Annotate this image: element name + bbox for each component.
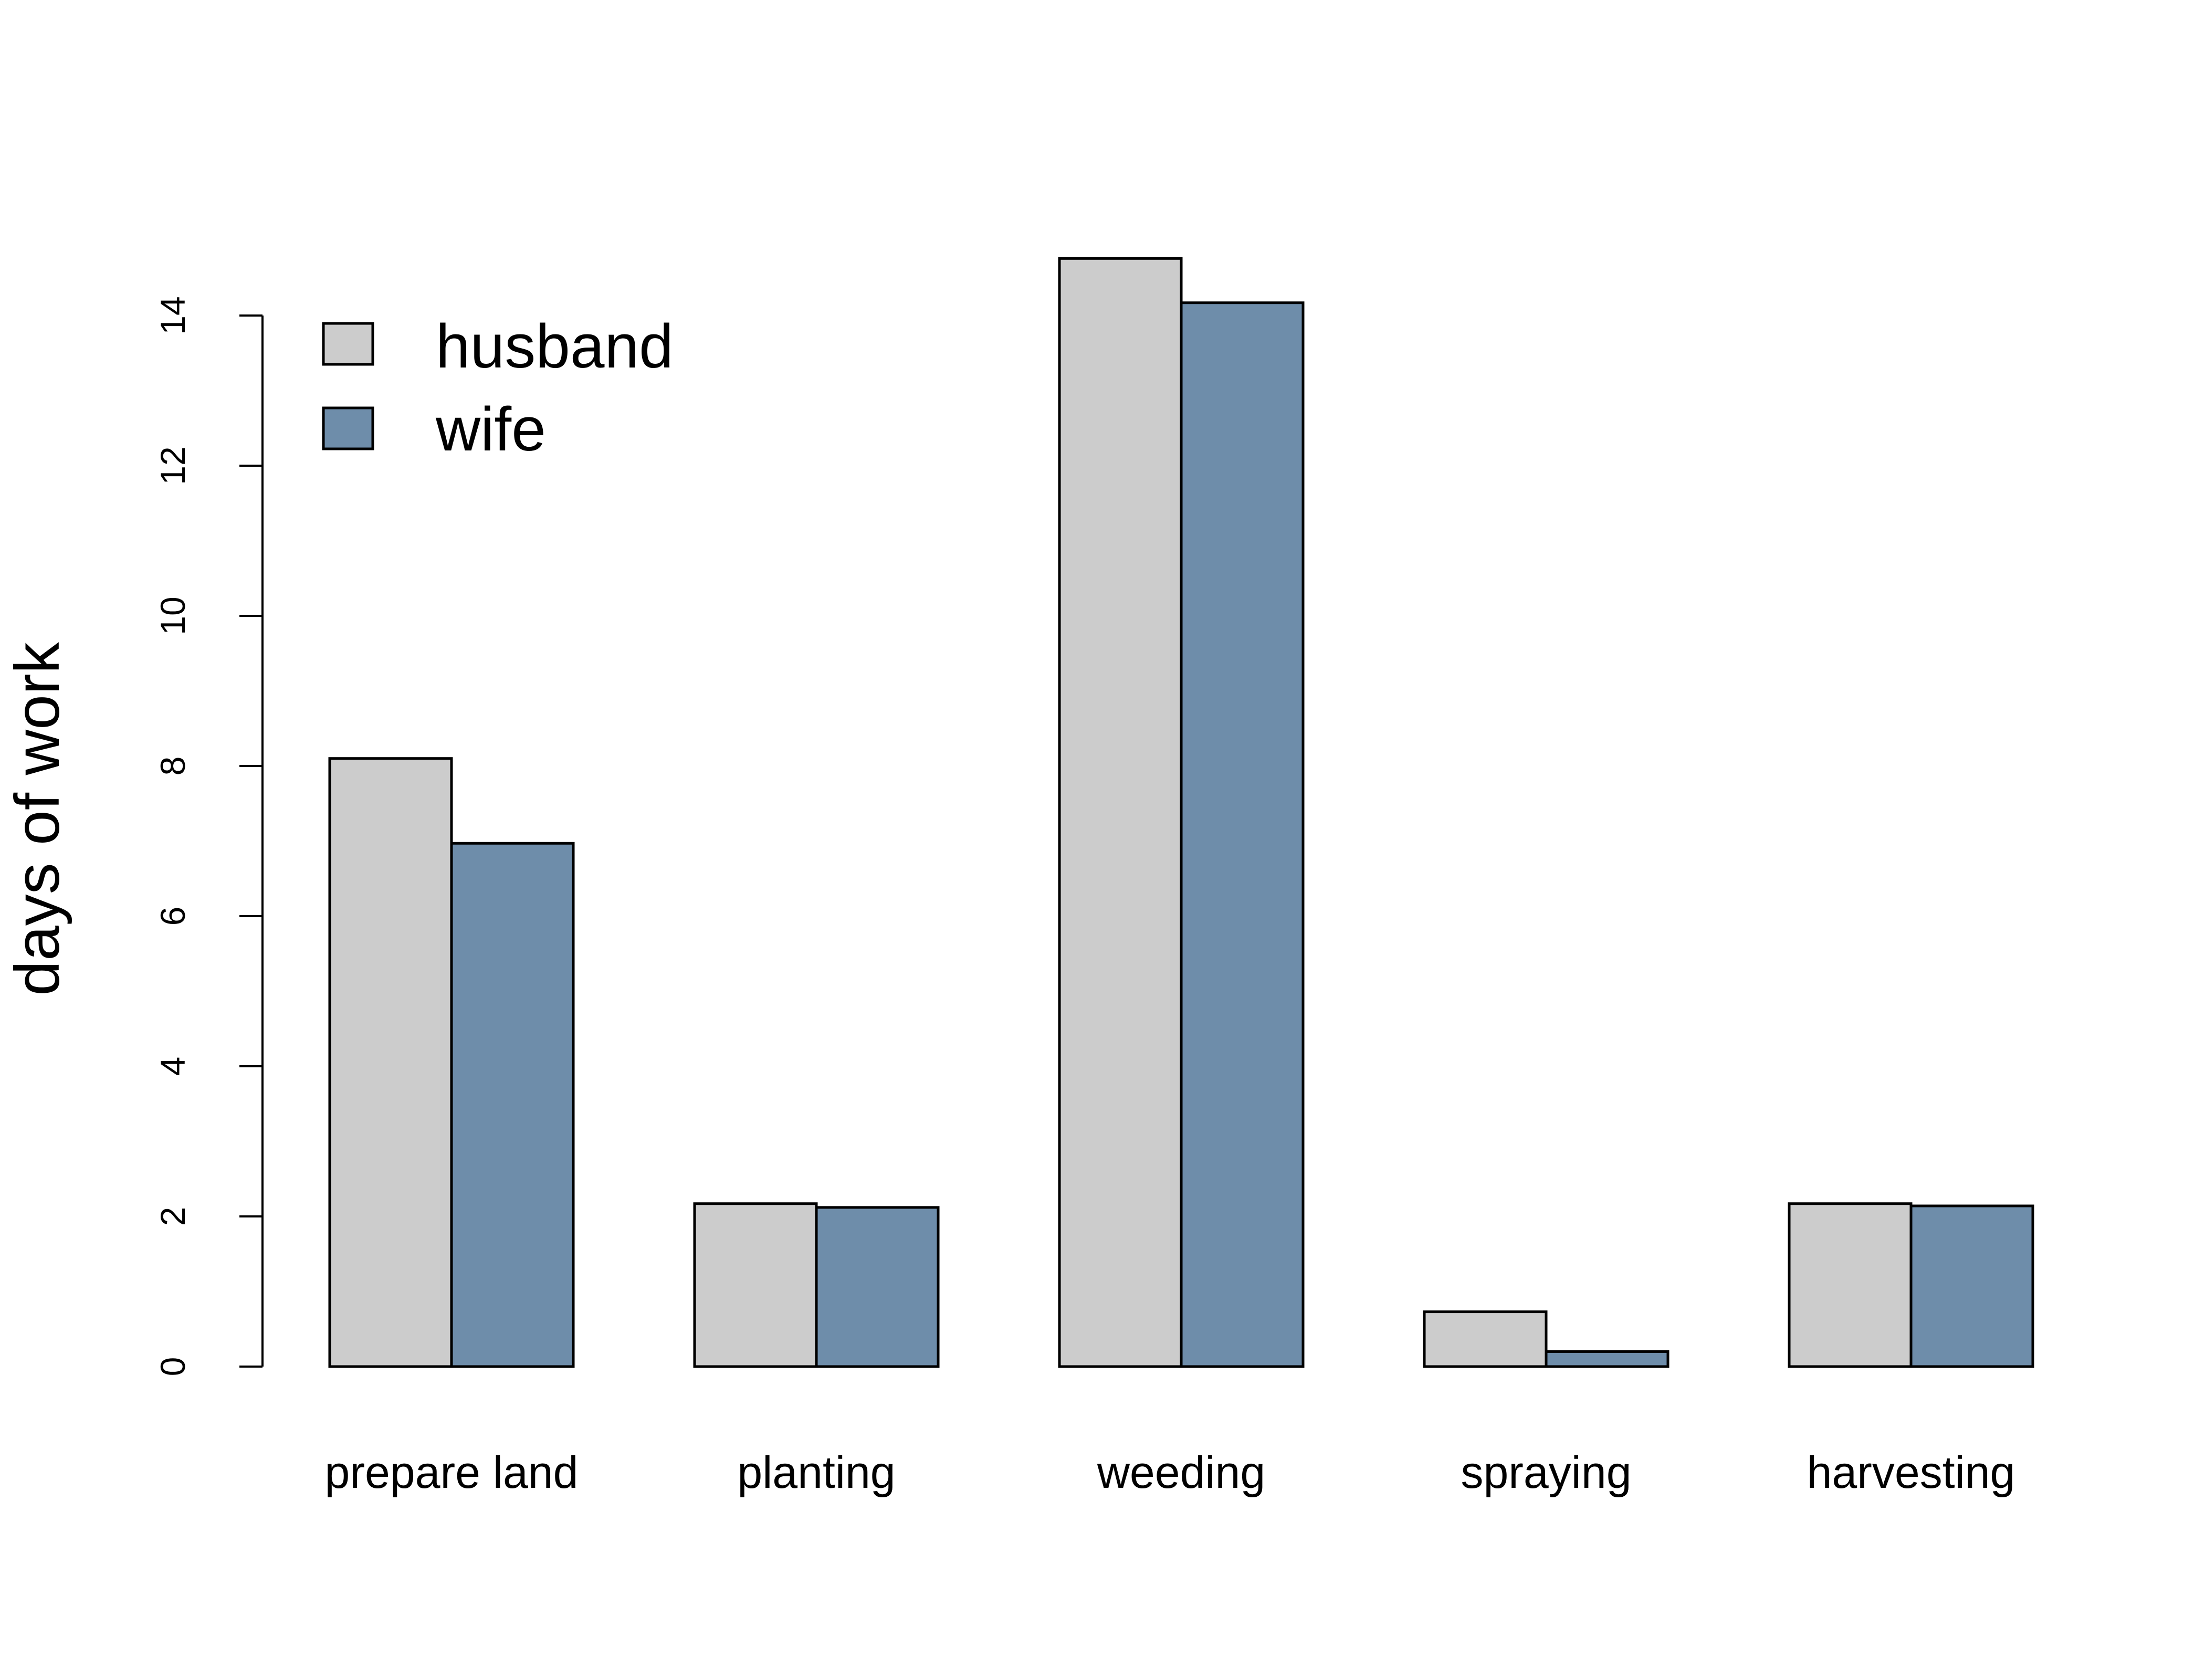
y-tick-label-4: 4 [153, 1057, 192, 1076]
y-axis-title: days of work [2, 642, 72, 996]
bars-group [328, 257, 2034, 1368]
y-tick-label-14: 14 [153, 296, 192, 334]
bar-harvesting-wife [1909, 1204, 2034, 1368]
y-tick-label-12: 12 [153, 446, 192, 485]
x-category-label-planting: planting [737, 1447, 895, 1498]
bar-planting-wife [815, 1206, 940, 1368]
bar-prepare-land-husband [328, 757, 453, 1368]
x-axis-labels: prepare land planting weeding spraying harve… [325, 1447, 2015, 1498]
bar-prepare-land-wife [450, 842, 575, 1368]
x-category-label-harvesting: harvesting [1807, 1447, 2015, 1498]
legend-swatch-husband [322, 322, 374, 366]
y-axis: 0 2 4 6 8 10 12 14 [153, 296, 264, 1376]
x-category-label-weeding: weeding [1097, 1447, 1265, 1498]
y-ticks: 0 2 4 6 8 10 12 14 [153, 296, 262, 1376]
y-tick-label-8: 8 [153, 757, 192, 776]
y-tick-label-0: 0 [153, 1357, 192, 1377]
legend-label-wife: wife [435, 395, 546, 464]
bar-harvesting-husband [1788, 1202, 1913, 1368]
bar-weeding-husband [1058, 257, 1183, 1368]
bar-spraying-wife [1545, 1350, 1670, 1368]
y-tick-label-6: 6 [153, 907, 192, 926]
bar-planting-husband [693, 1202, 818, 1368]
x-category-label-spraying: spraying [1461, 1447, 1631, 1498]
y-tick-label-10: 10 [153, 596, 192, 635]
x-category-label-prepare-land: prepare land [325, 1447, 579, 1498]
legend-label-husband: husband [436, 312, 674, 381]
legend-swatch-wife [322, 406, 374, 450]
y-tick-label-2: 2 [153, 1207, 192, 1226]
bar-spraying-husband [1423, 1310, 1548, 1368]
bar-weeding-wife [1180, 301, 1305, 1368]
legend: husband wife [322, 312, 674, 464]
